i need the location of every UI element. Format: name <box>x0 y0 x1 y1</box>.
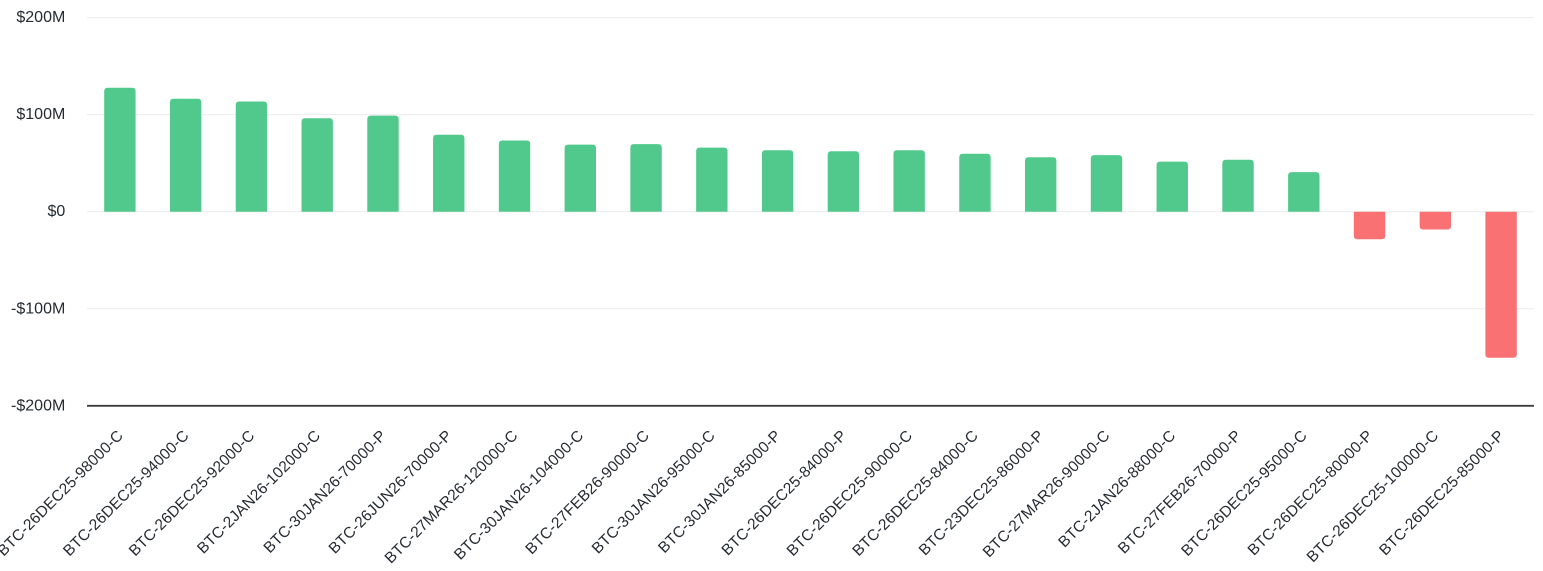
svg-text:-$200M: -$200M <box>11 397 65 414</box>
svg-text:-$100M: -$100M <box>11 300 65 317</box>
svg-text:$0: $0 <box>48 203 66 220</box>
svg-text:$100M: $100M <box>16 106 65 123</box>
svg-text:$200M: $200M <box>16 9 65 26</box>
